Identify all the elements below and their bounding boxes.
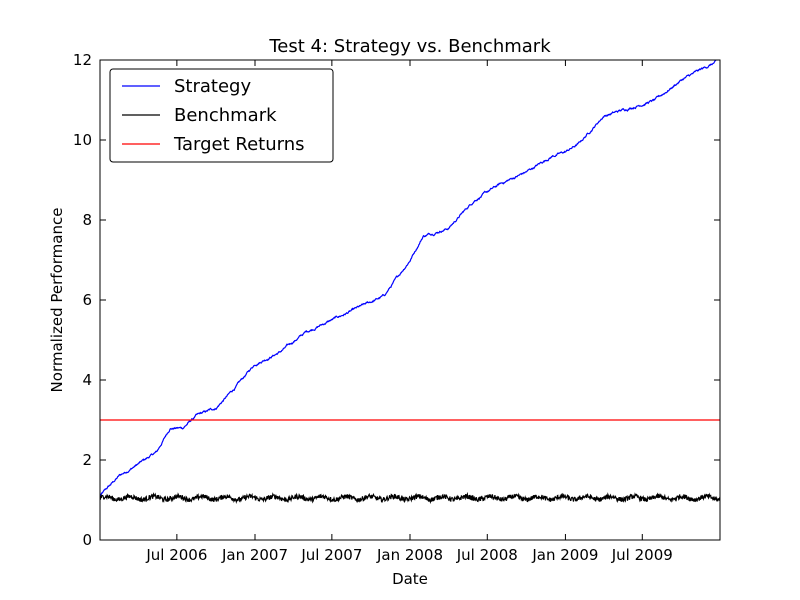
y-tick-label: 10 bbox=[73, 131, 92, 149]
series-line-benchmark bbox=[100, 491, 720, 505]
y-tick-label: 2 bbox=[82, 451, 92, 469]
x-tick-label: Jul 2006 bbox=[145, 546, 207, 564]
legend-label-target-returns: Target Returns bbox=[173, 134, 305, 155]
legend-label-benchmark: Benchmark bbox=[174, 105, 277, 126]
y-tick-label: 8 bbox=[82, 211, 92, 229]
plot-area: 0 2 4 6 8 10 12 Jul 2006 Jan 2007 Jul 2007 Jan 200… bbox=[73, 51, 721, 564]
legend-label-strategy: Strategy bbox=[174, 76, 251, 97]
x-tick-label: Jan 2008 bbox=[376, 546, 443, 564]
chart-title: Test 4: Strategy vs. Benchmark bbox=[268, 36, 551, 57]
series-line-strategy bbox=[100, 60, 720, 497]
y-tick-label: 4 bbox=[82, 371, 92, 389]
x-axis-label: Date bbox=[392, 570, 428, 588]
y-tick-label: 12 bbox=[73, 51, 92, 69]
x-tick-label: Jul 2007 bbox=[300, 546, 362, 564]
x-tick-label: Jan 2009 bbox=[531, 546, 598, 564]
x-tick-label: Jan 2007 bbox=[221, 546, 288, 564]
y-tick-label: 6 bbox=[82, 291, 92, 309]
y-axis-label: Normalized Performance bbox=[48, 208, 66, 393]
x-tick-label: Jul 2009 bbox=[611, 546, 673, 564]
legend: Strategy Benchmark Target Returns bbox=[109, 68, 334, 163]
legend-box bbox=[109, 68, 334, 163]
y-tick-label: 0 bbox=[82, 531, 92, 549]
x-tick-label: Jul 2008 bbox=[456, 546, 518, 564]
